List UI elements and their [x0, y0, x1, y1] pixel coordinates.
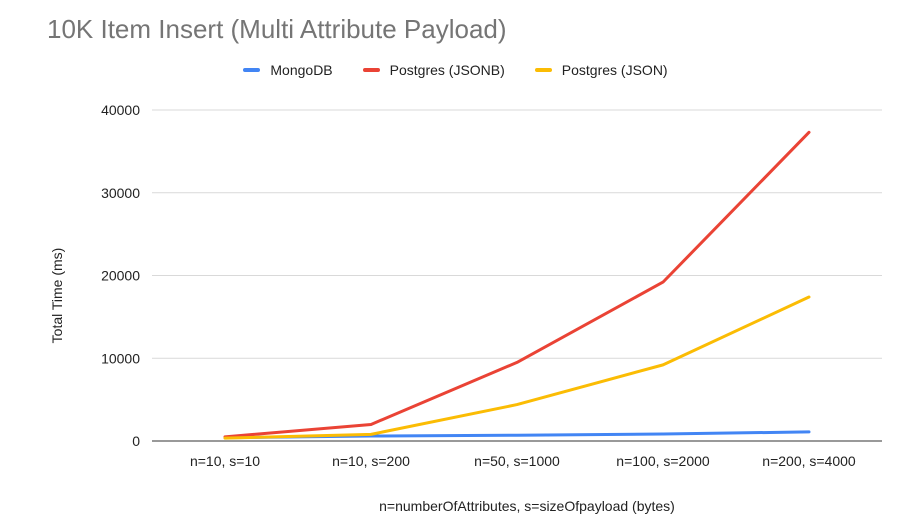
series-line: [223, 295, 811, 440]
y-tick-label: 0: [132, 433, 140, 449]
x-axis-title: n=numberOfAttributes, s=sizeOfpayload (b…: [379, 498, 675, 514]
legend-label: MongoDB: [270, 62, 333, 78]
legend-swatch: [534, 68, 552, 72]
y-axis-title: Total Time (ms): [49, 248, 65, 344]
x-tick-label: n=50, s=1000: [474, 453, 560, 469]
x-tick-label: n=200, s=4000: [762, 453, 856, 469]
legend-item: MongoDB: [243, 62, 333, 78]
x-tick-label: n=10, s=200: [332, 453, 410, 469]
legend-swatch: [362, 68, 380, 72]
y-tick-label: 10000: [101, 350, 140, 366]
y-tick-label: 20000: [101, 268, 140, 284]
legend-label: Postgres (JSON): [561, 62, 668, 78]
chart-legend: MongoDB Postgres (JSONB) Postgres (JSON): [0, 62, 919, 78]
x-tick-label: n=100, s=2000: [616, 453, 710, 469]
chart-title: 10K Item Insert (Multi Attribute Payload…: [47, 14, 507, 44]
legend-swatch: [243, 68, 261, 72]
series-line: [223, 130, 811, 439]
legend-label: Postgres (JSONB): [389, 62, 505, 78]
y-tick-label: 30000: [101, 185, 140, 201]
y-tick-label: 40000: [101, 102, 140, 118]
legend-item: Postgres (JSONB): [362, 62, 505, 78]
x-tick-label: n=10, s=10: [190, 453, 260, 469]
legend-item: Postgres (JSON): [534, 62, 668, 78]
